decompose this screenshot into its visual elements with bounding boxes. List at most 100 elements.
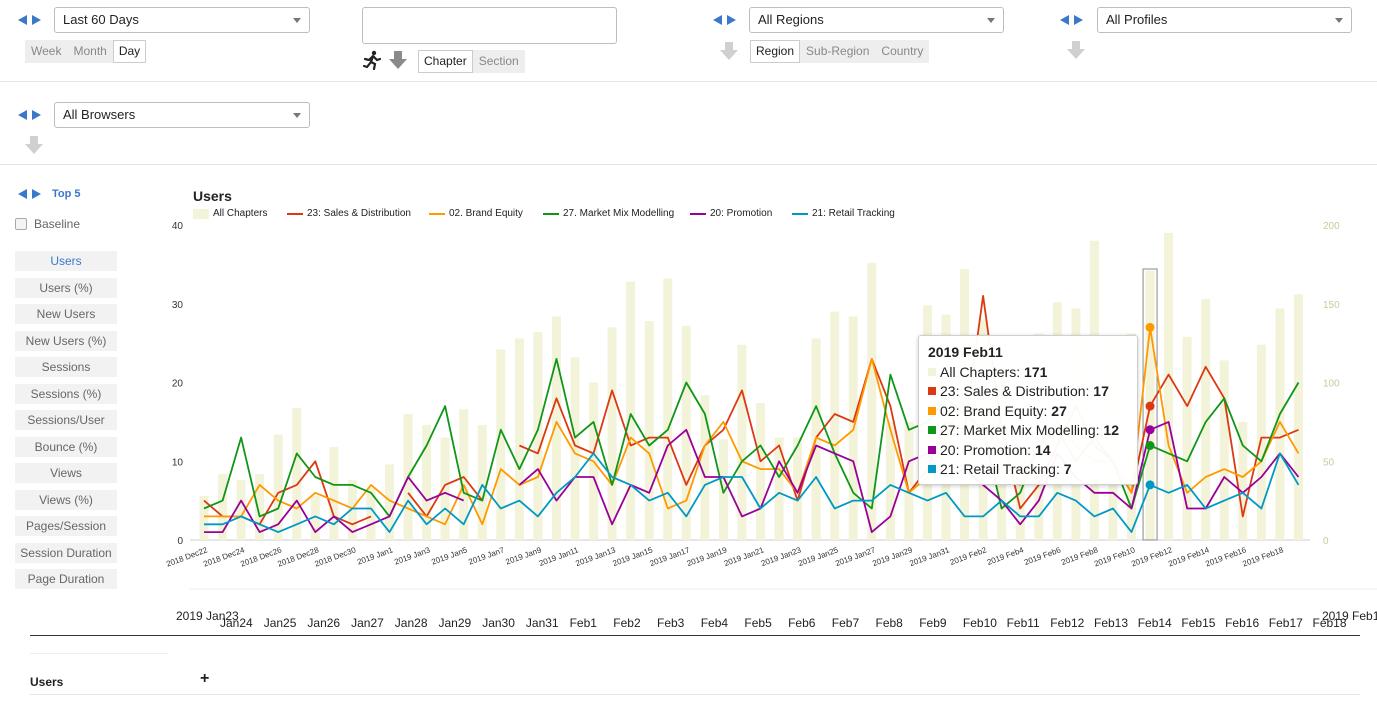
metric-views[interactable]: Views <box>15 463 117 483</box>
timeline-date-label[interactable]: Jan28 <box>394 616 428 630</box>
bar-all-chapters[interactable] <box>1238 421 1248 540</box>
bar-all-chapters[interactable] <box>273 434 283 540</box>
next-arrow-icon[interactable] <box>32 15 41 25</box>
timeline-date-label[interactable]: Feb18 <box>1312 616 1347 630</box>
timeline-date-label[interactable]: Feb2 <box>613 616 641 630</box>
bar-all-chapters[interactable] <box>1275 308 1285 540</box>
next-arrow-icon[interactable] <box>32 110 41 120</box>
bar-all-chapters[interactable] <box>329 447 339 540</box>
baseline-checkbox[interactable] <box>15 218 27 230</box>
metric-users[interactable]: Users <box>15 251 117 271</box>
bar-all-chapters[interactable] <box>366 488 376 540</box>
tab-section[interactable]: Section <box>472 50 525 73</box>
legend-item[interactable]: 27. Market Mix Modelling <box>543 208 674 219</box>
bar-all-chapters[interactable] <box>1201 299 1211 540</box>
bar-all-chapters[interactable] <box>422 425 432 540</box>
bar-all-chapters[interactable] <box>199 495 209 540</box>
legend-item[interactable]: 21: Retail Tracking <box>792 208 895 219</box>
bar-all-chapters[interactable] <box>236 480 246 540</box>
tab-month[interactable]: Month <box>67 40 113 63</box>
timeline-date-label[interactable]: Feb15 <box>1181 616 1216 630</box>
browsers-select[interactable]: All Browsers <box>54 102 310 128</box>
prev-arrow-icon[interactable] <box>18 189 27 199</box>
metric-bounce[interactable]: Bounce (%) <box>15 436 117 457</box>
bar-all-chapters[interactable] <box>1219 360 1229 540</box>
timeline-date-label[interactable]: Feb9 <box>919 616 947 630</box>
drill-down-arrow-icon[interactable] <box>24 135 44 155</box>
timeline-date-label[interactable]: Feb6 <box>788 616 816 630</box>
metric-sessions-user[interactable]: Sessions/User <box>15 410 117 430</box>
timeline-date-label[interactable]: Feb10 <box>962 616 997 630</box>
profiles-select[interactable]: All Profiles <box>1097 7 1352 33</box>
next-arrow-icon[interactable] <box>32 189 41 199</box>
next-arrow-icon[interactable] <box>727 15 736 25</box>
regions-select[interactable]: All Regions <box>749 7 1004 33</box>
next-arrow-icon[interactable] <box>1074 15 1083 25</box>
bar-all-chapters[interactable] <box>904 421 914 540</box>
bar-all-chapters[interactable] <box>1256 344 1266 540</box>
timeline-date-label[interactable]: Feb5 <box>744 616 772 630</box>
bar-all-chapters[interactable] <box>737 344 747 540</box>
prev-arrow-icon[interactable] <box>1060 15 1069 25</box>
drill-down-arrow-icon[interactable] <box>719 41 739 61</box>
search-input[interactable] <box>362 7 617 44</box>
metric-views[interactable]: Views (%) <box>15 489 117 510</box>
bar-all-chapters[interactable] <box>255 473 265 540</box>
timeline-date-label[interactable]: Jan26 <box>307 616 341 630</box>
timeline-date-label[interactable]: Jan25 <box>263 616 297 630</box>
date-range-select[interactable]: Last 60 Days <box>54 7 310 33</box>
prev-arrow-icon[interactable] <box>18 110 27 120</box>
bar-all-chapters[interactable] <box>885 421 895 540</box>
timeline-date-label[interactable]: Jan30 <box>482 616 515 630</box>
metric-page-duration[interactable]: Page Duration <box>15 569 117 589</box>
legend-item[interactable]: All Chapters <box>193 208 267 219</box>
tab-chapter[interactable]: Chapter <box>418 50 473 73</box>
bar-all-chapters[interactable] <box>385 464 394 540</box>
bar-all-chapters[interactable] <box>570 357 580 540</box>
bar-all-chapters[interactable] <box>310 495 320 540</box>
tab-region[interactable]: Region <box>750 40 801 63</box>
timeline-date-label[interactable]: Feb12 <box>1050 616 1085 630</box>
bar-all-chapters[interactable] <box>1182 336 1192 540</box>
tab-day[interactable]: Day <box>112 40 147 63</box>
running-person-icon[interactable] <box>362 50 382 70</box>
timeline-date-label[interactable]: Feb4 <box>700 616 729 630</box>
metric-sessions[interactable]: Sessions (%) <box>15 383 117 404</box>
prev-arrow-icon[interactable] <box>713 15 722 25</box>
metric-pages-session[interactable]: Pages/Session <box>15 516 117 536</box>
drill-down-arrow-icon[interactable] <box>1066 40 1086 60</box>
timeline-date-label[interactable]: Jan31 <box>525 616 559 630</box>
bar-all-chapters[interactable] <box>1164 232 1174 540</box>
timeline-date-label[interactable]: Jan24 <box>220 616 253 630</box>
metric-new-users[interactable]: New Users (%) <box>15 330 117 351</box>
bar-all-chapters[interactable] <box>347 480 357 540</box>
tab-week[interactable]: Week <box>25 40 68 63</box>
metric-new-users[interactable]: New Users <box>15 304 117 324</box>
timeline-date-label[interactable]: Feb13 <box>1094 616 1129 630</box>
bar-all-chapters[interactable] <box>756 402 765 540</box>
bar-all-chapters[interactable] <box>663 278 673 540</box>
bar-all-chapters[interactable] <box>867 262 877 540</box>
metric-users[interactable]: Users (%) <box>15 277 117 298</box>
bar-all-chapters[interactable] <box>551 316 561 540</box>
bar-all-chapters[interactable] <box>1293 294 1303 540</box>
bar-all-chapters[interactable] <box>477 425 487 540</box>
tab-country[interactable]: Country <box>875 40 930 63</box>
bar-all-chapters[interactable] <box>440 437 450 540</box>
metric-session-duration[interactable]: Session Duration <box>15 542 117 563</box>
bar-all-chapters[interactable] <box>496 349 506 540</box>
series-promotion-line[interactable] <box>204 421 1300 533</box>
bar-all-chapters[interactable] <box>793 437 803 540</box>
bar-all-chapters[interactable] <box>700 395 710 540</box>
timeline-date-label[interactable]: Feb7 <box>831 616 860 630</box>
legend-item[interactable]: 23: Sales & Distribution <box>287 208 411 219</box>
series-retail-tracking-line[interactable] <box>204 452 1300 533</box>
tab-sub-region[interactable]: Sub-Region <box>800 40 876 63</box>
bar-all-chapters[interactable] <box>292 407 302 540</box>
bar-all-chapters[interactable] <box>644 321 654 540</box>
timeline-date-label[interactable]: Jan27 <box>351 616 384 630</box>
timeline-date-label[interactable]: Feb16 <box>1225 616 1260 630</box>
bar-all-chapters[interactable] <box>459 409 469 540</box>
timeline-date-label[interactable]: Feb17 <box>1268 616 1303 630</box>
timeline-date-label[interactable]: Feb8 <box>875 616 903 630</box>
